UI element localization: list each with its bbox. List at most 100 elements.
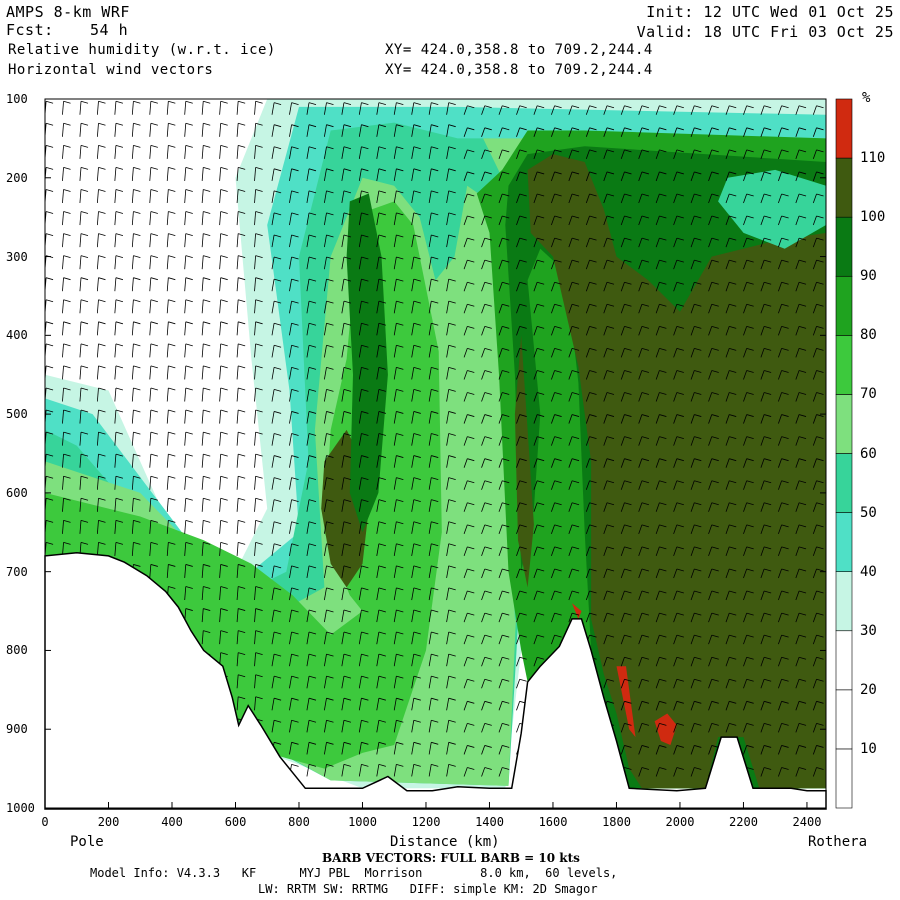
- wind-barb: [323, 212, 334, 226]
- wind-barb: [812, 303, 824, 314]
- terrain-mask: [44, 552, 827, 810]
- wind-barb: [708, 700, 719, 711]
- wind-barb: [341, 234, 352, 248]
- wind-barb: [219, 365, 228, 380]
- wind-barb: [638, 458, 650, 468]
- wind-barb: [114, 519, 124, 534]
- wind-barb: [638, 590, 650, 601]
- wind-barb: [428, 741, 439, 755]
- wind-barb: [690, 678, 702, 689]
- wind-barb: [708, 105, 719, 115]
- wind-barb: [323, 587, 334, 601]
- wind-barb: [551, 370, 562, 380]
- wind-barb: [743, 436, 754, 446]
- x-tick-label: 1400: [475, 815, 504, 829]
- wind-barb: [323, 278, 334, 292]
- wind-barb: [411, 102, 421, 115]
- wind-barb: [114, 100, 124, 115]
- wind-barb: [498, 325, 510, 336]
- wind-barb: [166, 255, 176, 270]
- model-title: AMPS 8-km WRF: [6, 3, 130, 21]
- wind-barb: [254, 652, 263, 667]
- humidity-fill-layers: [45, 99, 826, 808]
- wind-barb: [289, 719, 299, 733]
- wind-barb: [725, 480, 737, 490]
- wind-barb: [568, 303, 580, 314]
- wind-barb: [236, 233, 246, 248]
- wind-barb: [673, 237, 684, 248]
- wind-barb: [551, 303, 562, 314]
- wind-barb: [184, 343, 193, 358]
- wind-barb: [516, 524, 527, 534]
- wind-barb: [446, 212, 456, 226]
- wind-barb: [760, 458, 772, 468]
- wind-barb: [603, 149, 615, 160]
- wind-barb: [184, 299, 193, 314]
- wind-barb: [463, 127, 475, 137]
- wind-barb: [358, 697, 369, 711]
- wind-barb: [306, 168, 317, 181]
- wind-barb: [376, 763, 386, 777]
- wind-barb: [481, 171, 492, 182]
- field-name-2: Horizontal wind vectors: [8, 62, 214, 78]
- wind-barb: [114, 144, 124, 159]
- wind-barb: [463, 392, 475, 402]
- wind-barb: [690, 127, 702, 137]
- colorbar: [835, 98, 853, 809]
- wind-barb: [743, 193, 754, 204]
- wind-barb: [638, 193, 650, 204]
- wind-barb: [725, 656, 737, 667]
- wind-barb: [376, 499, 386, 512]
- wind-barb: [219, 122, 228, 137]
- wind-barb: [585, 215, 597, 226]
- colorbar-swatch: [835, 216, 853, 277]
- wind-barb: [760, 634, 772, 645]
- x-tick-label: 800: [288, 815, 310, 829]
- y-tick-label: 100: [6, 92, 28, 106]
- wind-barb: [655, 193, 667, 204]
- wind-barb: [114, 255, 124, 270]
- wind-barb: [376, 190, 386, 204]
- wind-barb: [673, 480, 684, 490]
- wind-barb: [114, 321, 124, 336]
- wind-barb: [306, 521, 317, 534]
- wind-barb: [516, 303, 527, 314]
- wind-barb: [201, 519, 211, 534]
- wind-barb: [201, 365, 211, 380]
- wind-barb: [62, 387, 71, 402]
- wind-barb: [201, 608, 211, 623]
- wind-barb: [533, 281, 545, 292]
- wind-barb: [725, 303, 737, 314]
- wind-barb: [638, 149, 650, 160]
- wind-barb: [446, 146, 456, 159]
- wind-barb: [551, 237, 562, 248]
- wind-barb: [708, 303, 719, 314]
- wind-barb: [551, 590, 562, 601]
- wind-barb: [533, 436, 545, 446]
- wind-barb: [166, 233, 176, 248]
- wind-barb: [795, 480, 807, 490]
- wind-barb: [149, 497, 158, 512]
- wind-barb: [673, 436, 684, 446]
- wind-barb: [743, 325, 754, 336]
- wind-barb: [463, 281, 475, 292]
- wind-barb: [149, 431, 158, 446]
- wind-barb: [655, 436, 667, 446]
- wind-barb: [289, 190, 299, 204]
- wind-barb: [323, 499, 334, 512]
- wind-barb: [79, 277, 89, 292]
- wind-barb: [166, 564, 176, 579]
- wind-barb: [79, 144, 89, 159]
- wind-barb: [568, 259, 580, 270]
- wind-barb: [96, 519, 106, 534]
- wind-barb: [254, 144, 263, 159]
- wind-barb: [463, 480, 475, 490]
- wind-barb: [463, 678, 475, 689]
- wind-barb: [812, 259, 824, 270]
- wind-barb: [795, 546, 807, 557]
- wind-barb: [358, 300, 369, 314]
- barb-note: BARB VECTORS: FULL BARB = 10 kts: [322, 851, 580, 865]
- colorbar-label: 60: [860, 445, 877, 462]
- wind-barb: [638, 392, 650, 402]
- colorbar-label: 20: [860, 681, 877, 698]
